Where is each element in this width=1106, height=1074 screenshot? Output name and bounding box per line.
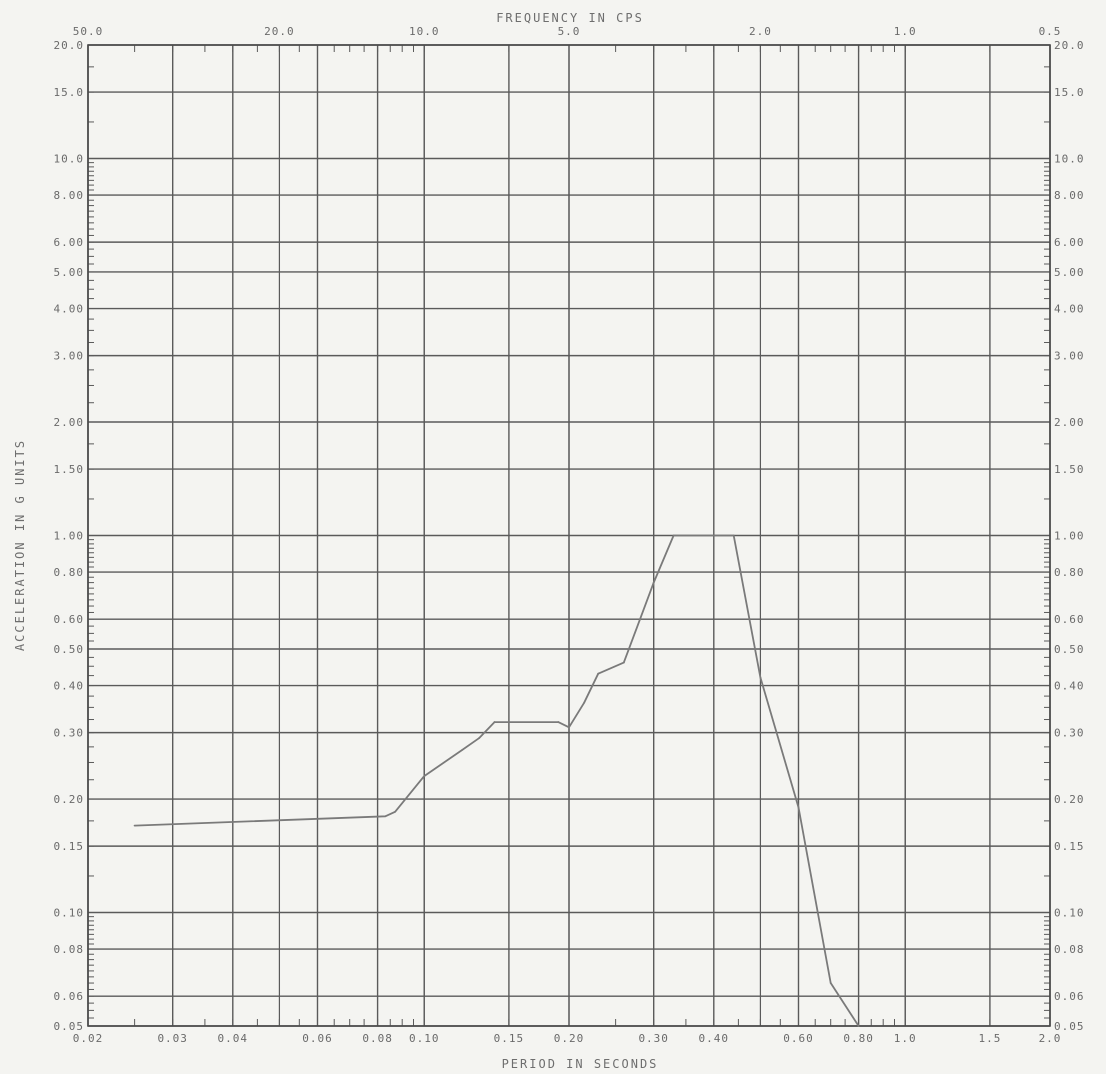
spectrum-point — [557, 721, 560, 723]
y-tick-label-right: 0.06 — [1054, 990, 1085, 1003]
x-tick-label: 0.06 — [302, 1032, 333, 1045]
freq-tick-label: 0.5 — [1039, 25, 1062, 38]
y-tick-label-right: 3.00 — [1054, 350, 1085, 363]
spectrum-line — [134, 534, 860, 1027]
spectrum-point — [652, 581, 655, 584]
x-tick-label: 0.60 — [783, 1032, 814, 1045]
x-tick-label: 0.20 — [554, 1032, 585, 1045]
y-tick-label-left: 0.40 — [54, 680, 85, 693]
y-tick-label-right: 6.00 — [1054, 236, 1085, 249]
spectrum-point — [568, 726, 570, 729]
y-tick-label-left: 10.0 — [54, 152, 85, 165]
y-tick-label-right: 1.00 — [1054, 530, 1085, 543]
spectrum-point — [423, 775, 426, 778]
y-tick-label-left: 15.0 — [54, 86, 85, 99]
top-axis-title: FREQUENCY IN CPS — [496, 11, 644, 25]
y-axis-title: ACCELERATION IN G UNITS — [13, 439, 27, 651]
y-tick-label-left: 20.0 — [54, 39, 85, 52]
spectrum-point — [394, 810, 397, 813]
grid — [87, 44, 1051, 1027]
freq-tick-label: 1.0 — [894, 25, 917, 38]
y-tick-label-right: 0.50 — [1054, 643, 1085, 656]
x-tick-label: 0.04 — [218, 1032, 249, 1045]
y-tick-label-right: 4.00 — [1054, 303, 1085, 316]
x-tick-label: 1.5 — [978, 1032, 1001, 1045]
y-tick-label-right: 0.15 — [1054, 840, 1085, 853]
x-axis-title: PERIOD IN SECONDS — [502, 1057, 659, 1071]
y-tick-label-left: 1.00 — [54, 530, 85, 543]
y-tick-label-right: 5.00 — [1054, 266, 1085, 279]
y-tick-label-left: 0.80 — [54, 566, 85, 579]
spectrum-point — [493, 721, 496, 723]
x-tick-label: 2.0 — [1039, 1032, 1062, 1045]
y-tick-label-left: 0.06 — [54, 990, 85, 1003]
y-tick-label-left: 0.15 — [54, 840, 85, 853]
y-tick-label-left: 0.50 — [54, 643, 85, 656]
x-tick-label: 0.30 — [638, 1032, 669, 1045]
y-tick-label-right: 0.08 — [1054, 943, 1085, 956]
y-tick-label-left: 3.00 — [54, 350, 85, 363]
y-tick-label-right: 0.30 — [1054, 727, 1085, 740]
freq-tick-label: 20.0 — [264, 25, 295, 38]
y-tick-label-left: 0.10 — [54, 907, 85, 920]
y-tick-label-right: 0.05 — [1054, 1020, 1085, 1033]
spectrum-point — [133, 824, 136, 827]
spectrum-point — [732, 534, 735, 537]
y-tick-label-left: 2.00 — [54, 416, 85, 429]
y-tick-label-right: 0.80 — [1054, 566, 1085, 579]
y-tick-label-left: 5.00 — [54, 266, 85, 279]
y-tick-label-right: 2.00 — [1054, 416, 1085, 429]
freq-tick-label: 2.0 — [749, 25, 772, 38]
freq-tick-label: 10.0 — [409, 25, 440, 38]
y-tick-label-left: 4.00 — [54, 303, 85, 316]
y-tick-label-right: 0.20 — [1054, 793, 1085, 806]
curve-layer — [133, 534, 860, 1027]
spectrum-point — [759, 676, 762, 679]
y-tick-label-right: 10.0 — [1054, 152, 1085, 165]
x-tick-label: 0.15 — [494, 1032, 525, 1045]
x-tick-label: 0.08 — [362, 1032, 393, 1045]
x-tick-label: 0.40 — [699, 1032, 730, 1045]
plot-frame — [87, 44, 1051, 1027]
y-tick-label-left: 6.00 — [54, 236, 85, 249]
y-tick-label-right: 0.10 — [1054, 907, 1085, 920]
freq-tick-label: 5.0 — [558, 25, 581, 38]
x-tick-label: 0.02 — [73, 1032, 104, 1045]
tick-labels: 0.02 0.03 0.04 0.06 0.08 0.10 0.15 0.20 0.30 0.40… — [54, 25, 1085, 1045]
x-tick-label: 0.10 — [409, 1032, 440, 1045]
y-tick-label-left: 0.08 — [54, 943, 85, 956]
y-tick-label-right: 20.0 — [1054, 39, 1085, 52]
y-tick-label-right: 0.40 — [1054, 680, 1085, 693]
spectrum-point — [797, 806, 800, 809]
y-tick-label-left: 0.60 — [54, 613, 85, 626]
freq-tick-label: 50.0 — [73, 25, 104, 38]
spectrum-point — [857, 1025, 860, 1027]
y-tick-label-left: 0.30 — [54, 727, 85, 740]
spectrum-point — [583, 701, 586, 704]
spectrum-point — [672, 534, 675, 537]
y-tick-label-right: 8.00 — [1054, 189, 1085, 202]
spectrum-point — [829, 982, 832, 984]
y-tick-label-right: 0.60 — [1054, 613, 1085, 626]
x-tick-label: 1.0 — [894, 1032, 917, 1045]
x-tick-label: 0.80 — [843, 1032, 874, 1045]
spectrum-point — [461, 748, 464, 751]
y-tick-label-left: 8.00 — [54, 189, 85, 202]
spectrum-point — [597, 672, 600, 675]
y-tick-label-left: 1.50 — [54, 463, 85, 476]
spectrum-point — [622, 661, 625, 664]
x-tick-label: 0.03 — [157, 1032, 188, 1045]
y-tick-label-right: 15.0 — [1054, 86, 1085, 99]
y-tick-label-left: 0.05 — [54, 1020, 85, 1033]
spectrum-point — [384, 815, 387, 818]
spectrum-point — [478, 737, 480, 740]
y-tick-label-left: 0.20 — [54, 793, 85, 806]
y-tick-label-right: 1.50 — [1054, 463, 1085, 476]
